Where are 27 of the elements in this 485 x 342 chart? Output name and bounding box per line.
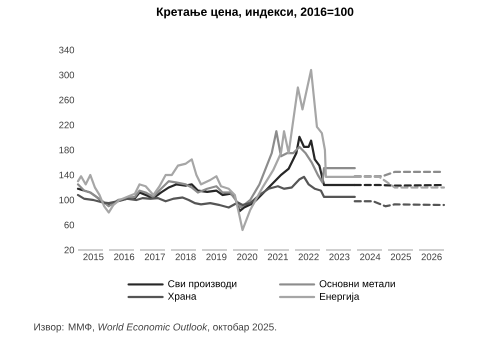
- x-tick-label: 2016: [114, 254, 134, 260]
- legend-label: Енергија: [320, 292, 360, 302]
- text: Извор: ММФ, World Economic Outlook, октобар 2025.: [34, 323, 276, 332]
- legend-label: Основни метали: [320, 280, 395, 288]
- y-tick-label: 140: [59, 172, 74, 178]
- x-tick-label: 2022: [298, 254, 319, 260]
- x-tick-label: 2019: [206, 254, 226, 260]
- y-tick-label: 220: [59, 122, 74, 128]
- x-tick-label: 2026: [422, 254, 442, 260]
- x-tick-label: 2015: [83, 254, 104, 260]
- legend-label: Сви производи: [168, 280, 236, 290]
- legend-label: Храна: [168, 292, 196, 302]
- y-tick-label: 100: [59, 196, 74, 204]
- x-tick-label: 2025: [390, 254, 412, 260]
- y-tick-label: 20: [64, 246, 74, 254]
- chart-title: Кретање цена, индекси, 2016=100: [156, 8, 354, 18]
- x-tick-label: 2021: [268, 254, 288, 260]
- x-tick-label: 2020: [237, 254, 258, 260]
- x-tick-label: 2024: [360, 254, 380, 260]
- y-tick-label: 340: [59, 46, 74, 54]
- y-tick-label: 300: [59, 72, 74, 78]
- x-tick-label: 2017: [144, 254, 165, 260]
- x-tick-label: 2023: [329, 254, 350, 260]
- y-tick-label: 260: [59, 96, 74, 104]
- y-tick-label: 180: [59, 146, 74, 154]
- y-tick-label: 60: [64, 222, 74, 228]
- x-tick-label: 2018: [176, 254, 196, 260]
